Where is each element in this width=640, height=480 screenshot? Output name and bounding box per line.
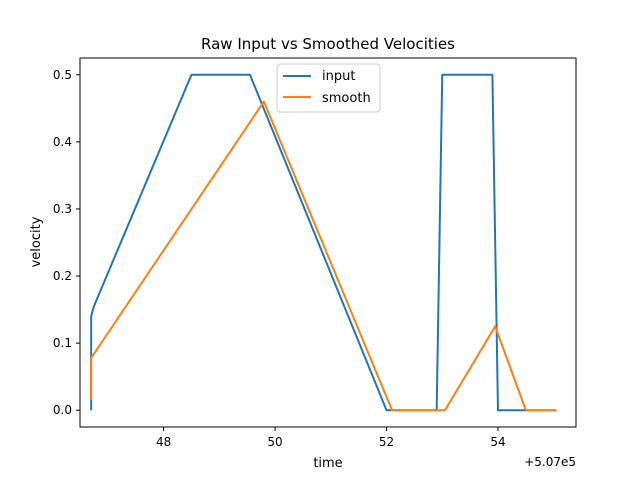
y-tick-label: 0.5 (53, 68, 72, 82)
plot-frame (79, 57, 577, 428)
series-line-input (90, 73, 557, 412)
y-axis: 0.0 0.1 0.2 0.3 0.4 0.5 (53, 68, 80, 417)
x-tick-label: 52 (379, 435, 394, 449)
y-tick-label: 0.4 (53, 135, 72, 149)
legend: input smooth (276, 63, 381, 113)
y-tick-label: 0.0 (53, 403, 72, 417)
y-tick-label: 0.2 (53, 269, 72, 283)
plot-lines (90, 73, 557, 412)
y-tick-label: 0.1 (53, 336, 72, 350)
legend-label-input: input (322, 69, 355, 84)
x-offset-label: +5.07e5 (524, 455, 576, 469)
series-line-smooth (90, 100, 557, 412)
x-tick-label: 50 (267, 435, 282, 449)
y-axis-label: velocity (29, 216, 44, 267)
y-tick-label: 0.3 (53, 202, 72, 216)
x-tick-label: 54 (490, 435, 505, 449)
x-axis: 48 50 52 54 (156, 427, 506, 449)
chart-title: Raw Input vs Smoothed Velocities (201, 35, 455, 53)
x-axis-label: time (313, 456, 342, 471)
x-tick-label: 48 (156, 435, 171, 449)
legend-label-smooth: smooth (322, 91, 371, 106)
